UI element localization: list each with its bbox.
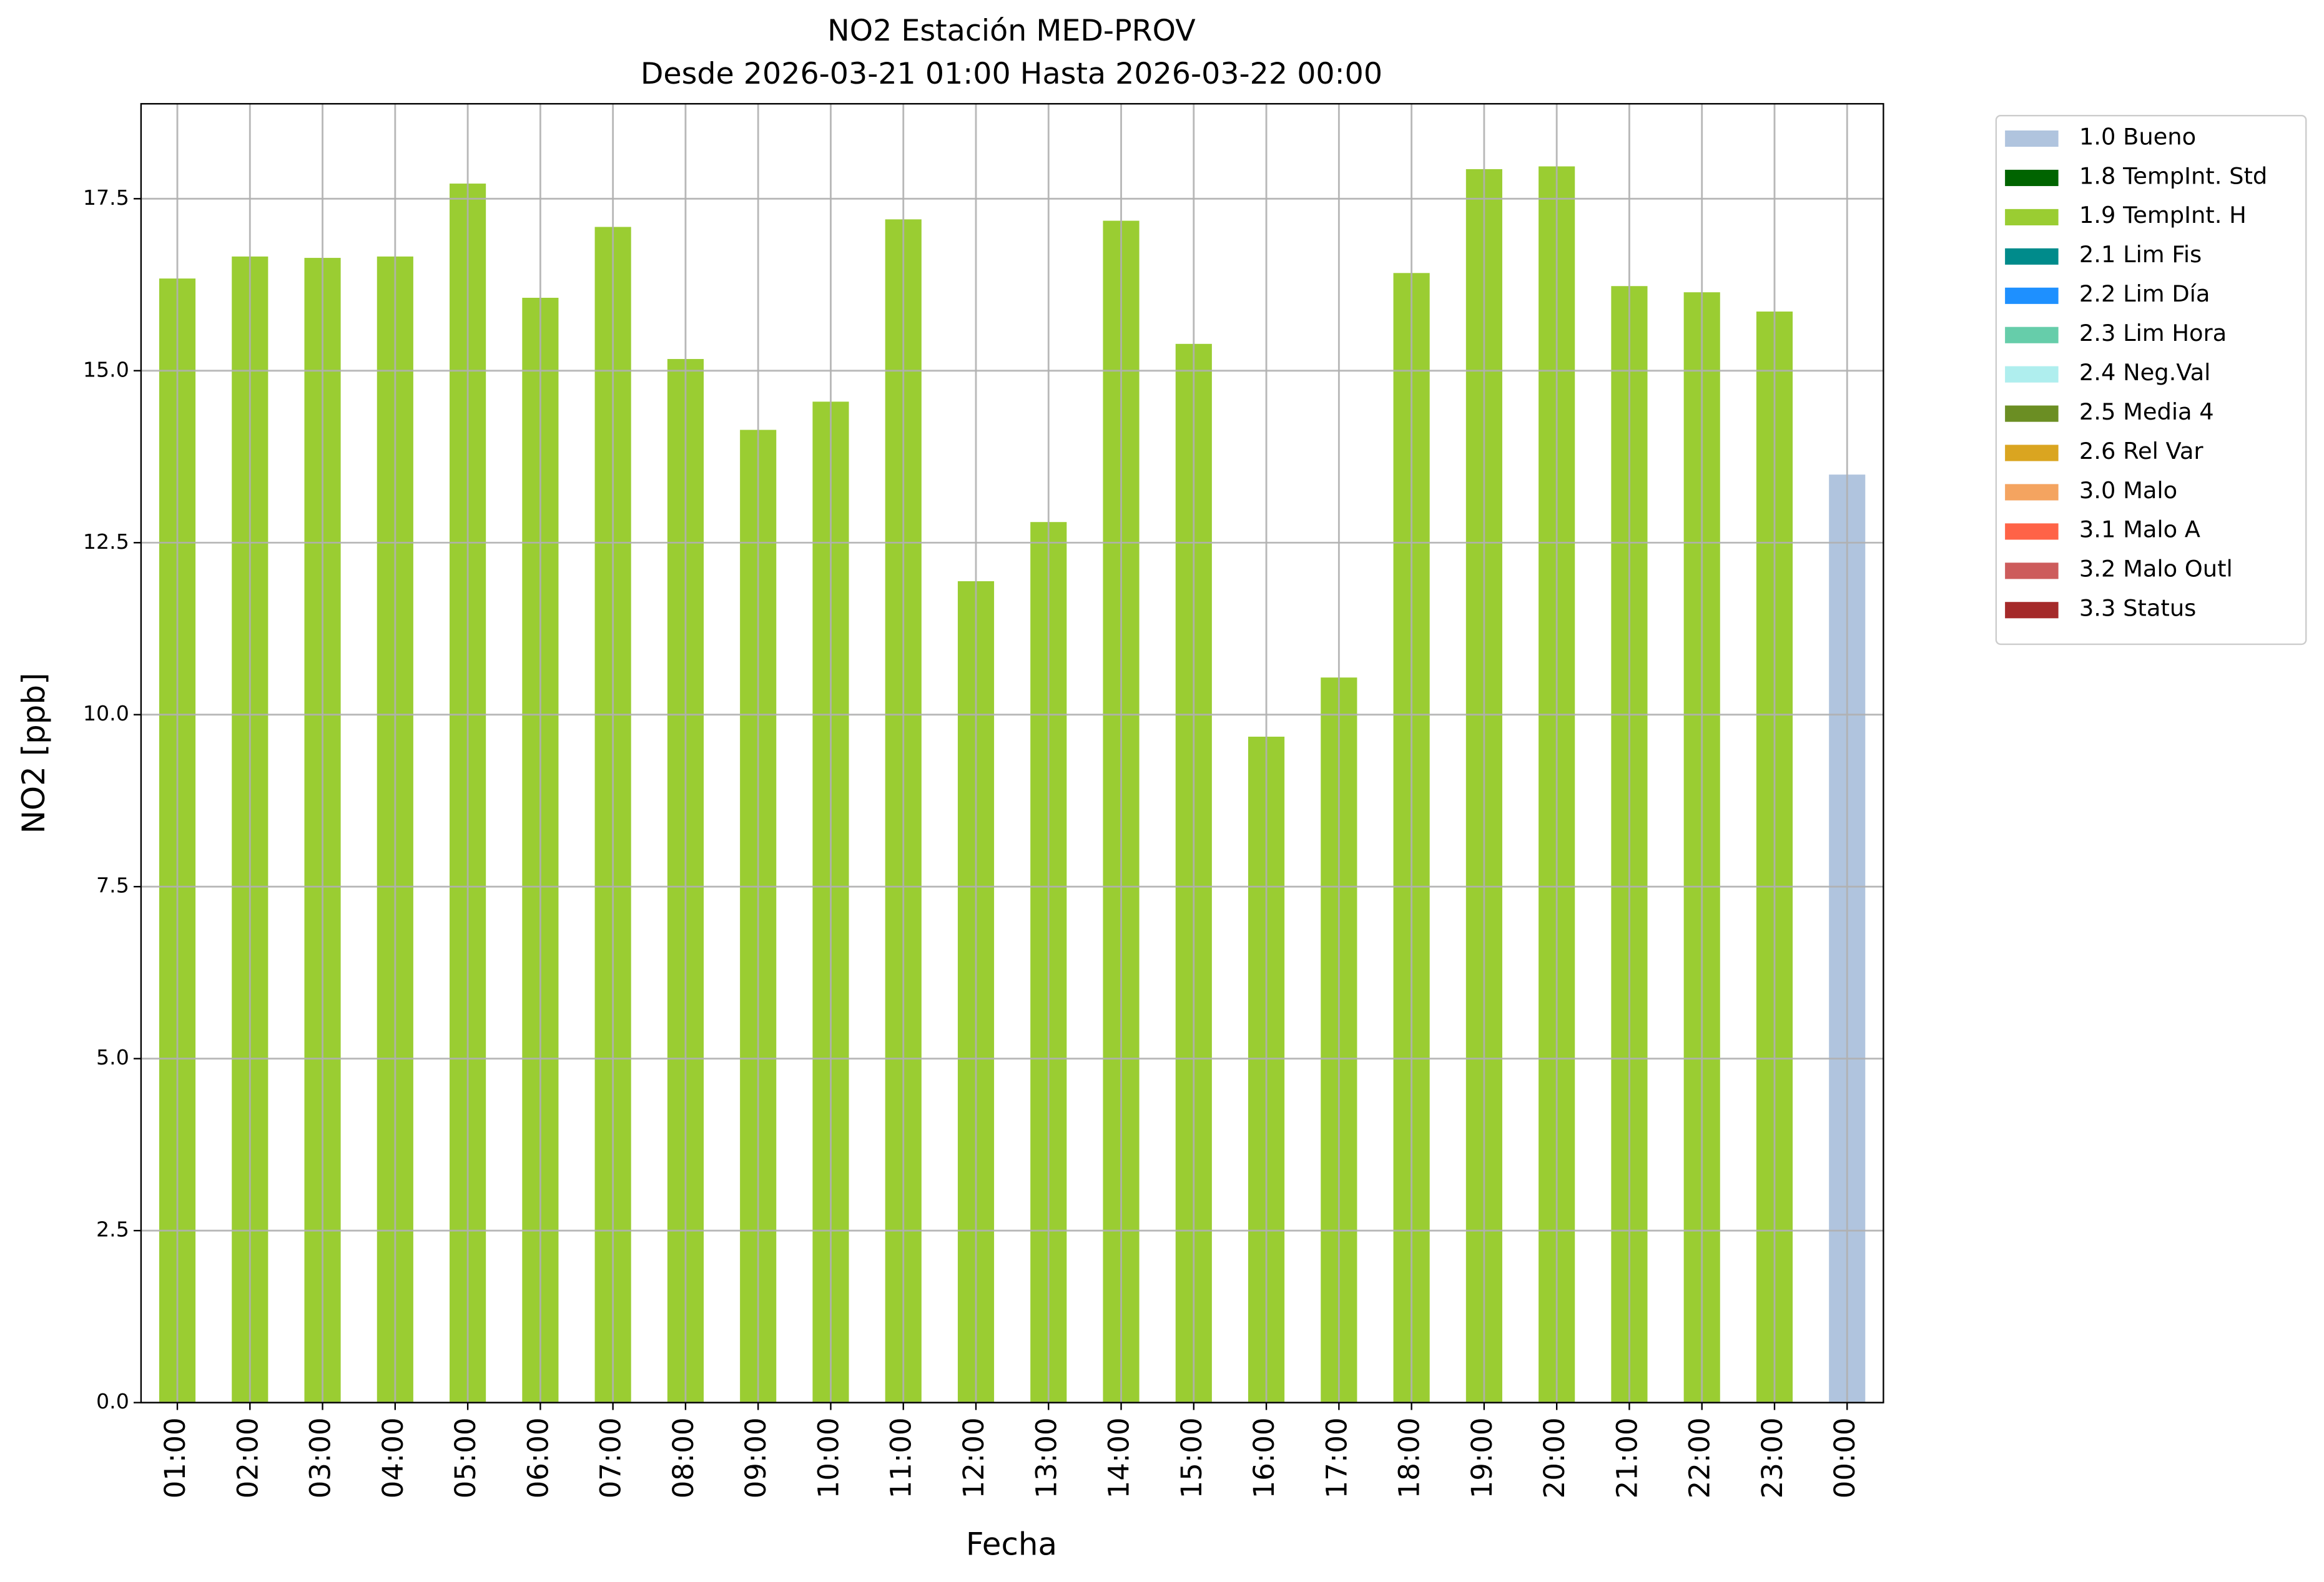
x-tick-label: 12:00 (957, 1417, 990, 1498)
y-tick-label: 10.0 (83, 701, 129, 725)
legend-label: 3.3 Status (2079, 595, 2196, 622)
legend-swatch (2005, 563, 2059, 579)
legend-swatch (2005, 405, 2059, 422)
y-axis-label: NO2 [ppb] (16, 672, 52, 833)
legend-swatch (2005, 130, 2059, 147)
legend-label: 1.9 TempInt. H (2079, 202, 2247, 228)
legend-label: 1.8 TempInt. Std (2079, 162, 2267, 189)
legend-label: 2.6 Rel Var (2079, 438, 2204, 464)
legend-label: 1.0 Bueno (2079, 123, 2196, 150)
x-tick-label: 23:00 (1756, 1417, 1789, 1498)
y-tick-label: 12.5 (83, 529, 129, 554)
x-tick-label: 18:00 (1393, 1417, 1426, 1498)
x-tick-label: 15:00 (1175, 1417, 1208, 1498)
x-tick-label: 20:00 (1538, 1417, 1571, 1498)
legend-label: 3.1 Malo A (2079, 516, 2200, 543)
y-tick-label: 0.0 (96, 1389, 129, 1413)
legend-swatch (2005, 327, 2059, 343)
legend-swatch (2005, 484, 2059, 501)
legend-label: 2.5 Media 4 (2079, 398, 2214, 425)
legend-swatch (2005, 523, 2059, 540)
x-tick-label: 19:00 (1465, 1417, 1499, 1498)
x-tick-label: 06:00 (521, 1417, 554, 1498)
legend-swatch (2005, 602, 2059, 619)
x-tick-label: 21:00 (1610, 1417, 1643, 1498)
x-tick-label: 17:00 (1320, 1417, 1353, 1498)
legend-label: 2.1 Lim Fis (2079, 241, 2202, 268)
legend-swatch (2005, 445, 2059, 461)
legend-swatch (2005, 209, 2059, 225)
x-tick-label: 02:00 (231, 1417, 264, 1498)
chart-title: NO2 Estación MED-PROV (827, 14, 1196, 48)
x-tick-label: 13:00 (1030, 1417, 1063, 1498)
x-tick-label: 08:00 (667, 1417, 700, 1498)
legend-box (1995, 115, 2307, 646)
x-tick-label: 04:00 (377, 1417, 410, 1498)
legend-label: 3.2 Malo Outl (2079, 556, 2233, 582)
y-tick-label: 2.5 (96, 1217, 129, 1242)
x-tick-label: 03:00 (304, 1417, 337, 1498)
x-tick-label: 10:00 (812, 1417, 845, 1498)
y-tick-label: 17.5 (83, 185, 129, 210)
y-tick-label: 15.0 (83, 357, 129, 381)
x-tick-label: 14:00 (1103, 1417, 1136, 1498)
x-tick-label: 09:00 (739, 1417, 772, 1498)
y-tick-label: 5.0 (96, 1045, 129, 1069)
legend-swatch (2005, 248, 2059, 265)
x-tick-label: 16:00 (1248, 1417, 1281, 1498)
x-tick-label: 01:00 (159, 1417, 192, 1498)
plot-frame (140, 103, 1884, 1403)
legend-swatch (2005, 287, 2059, 304)
legend-swatch (2005, 169, 2059, 187)
chart-subtitle: Desde 2026-03-21 01:00 Hasta 2026-03-22 … (641, 57, 1382, 91)
legend-label: 2.3 Lim Hora (2079, 320, 2227, 346)
legend-swatch (2005, 366, 2059, 383)
x-axis-label: Fecha (966, 1526, 1057, 1563)
legend-label: 2.4 Neg.Val (2079, 359, 2211, 386)
x-tick-label: 22:00 (1683, 1417, 1716, 1498)
legend-label: 2.2 Lim Día (2079, 280, 2210, 307)
x-tick-label: 05:00 (449, 1417, 482, 1498)
y-tick-label: 7.5 (96, 873, 129, 898)
x-tick-label: 07:00 (594, 1417, 628, 1498)
x-tick-label: 11:00 (885, 1417, 918, 1498)
x-tick-label: 00:00 (1828, 1417, 1861, 1498)
legend-label: 3.0 Malo (2079, 477, 2177, 504)
